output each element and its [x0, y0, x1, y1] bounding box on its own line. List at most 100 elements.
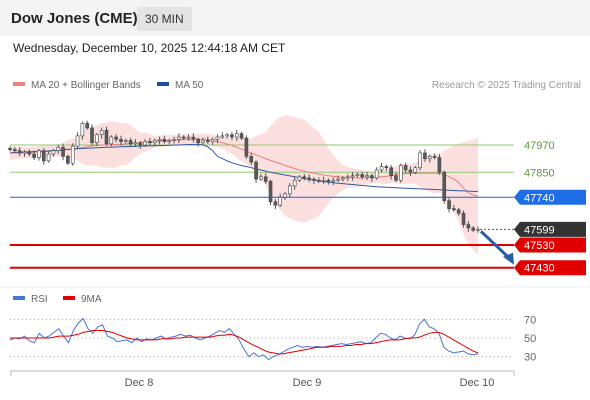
- candle: [452, 205, 456, 212]
- candle-body-down: [447, 200, 451, 209]
- candle: [331, 177, 336, 186]
- candle-body-up: [201, 140, 205, 144]
- candle-body-down: [254, 161, 258, 180]
- candle: [297, 175, 302, 183]
- candle-body-up: [109, 136, 114, 145]
- candle: [384, 164, 389, 171]
- candle: [133, 139, 138, 148]
- candle-body-up: [321, 179, 326, 182]
- candle-body-down: [316, 179, 321, 182]
- candle: [128, 137, 133, 147]
- candle-body-up: [399, 165, 403, 181]
- candle-body-down: [268, 181, 273, 203]
- candle-body-up: [220, 135, 225, 138]
- legend-ma20-label: MA 20 + Bollinger Bands: [31, 80, 141, 91]
- candle: [268, 179, 273, 205]
- candle: [307, 174, 311, 183]
- rsi-swatch: [13, 296, 25, 301]
- candle-body-up: [355, 174, 360, 176]
- candle-body-up: [56, 146, 61, 151]
- candle: [355, 172, 360, 178]
- candle: [181, 135, 186, 140]
- candle-body-down: [41, 150, 46, 162]
- x-axis-label: Dec 10: [460, 377, 495, 389]
- ma20-swatch: [13, 82, 25, 87]
- candle: [119, 135, 123, 146]
- rsi-ma9-line: [10, 330, 479, 355]
- candle-body-down: [442, 171, 447, 201]
- candle-body-up: [46, 153, 51, 162]
- rsi-tick-label: 30: [524, 352, 536, 364]
- candle: [215, 134, 220, 144]
- candle-body-up: [345, 176, 350, 179]
- candle-body-up: [22, 151, 27, 154]
- candle: [13, 146, 17, 154]
- candle: [370, 173, 374, 182]
- candle: [244, 135, 249, 159]
- candle-body-down: [370, 175, 374, 179]
- candle-body-down: [384, 166, 389, 169]
- candle: [423, 149, 427, 162]
- candle: [389, 165, 393, 180]
- candle: [288, 183, 292, 198]
- candle-body-up: [341, 177, 345, 180]
- candle: [263, 173, 268, 184]
- candle: [365, 172, 369, 180]
- candle-body-up: [133, 142, 138, 145]
- legend-rsi: RSI: [13, 294, 48, 305]
- legend-ma50: MA 50: [157, 80, 203, 91]
- candle: [273, 199, 278, 210]
- candle-body-up: [80, 123, 85, 137]
- candle: [312, 177, 316, 185]
- candle-body-down: [307, 177, 311, 180]
- candle-body-down: [85, 123, 89, 129]
- candle-body-down: [239, 133, 244, 139]
- candle: [196, 137, 200, 147]
- candle-body-down: [456, 209, 461, 214]
- level-label-47599: 47599: [524, 224, 555, 236]
- candle-body-down: [128, 140, 133, 145]
- datetime-label: Wednesday, December 10, 2025 12:44:18 AM…: [13, 41, 286, 55]
- candle-body-down: [206, 140, 210, 142]
- candle-body-up: [374, 169, 379, 179]
- legend-ma50-label: MA 50: [175, 80, 204, 91]
- candle-body-up: [283, 193, 287, 198]
- candle: [234, 130, 239, 141]
- candle-body-up: [234, 133, 239, 138]
- bollinger-band: [10, 115, 478, 255]
- candle: [8, 146, 12, 152]
- candle-body-up: [123, 140, 128, 142]
- candle: [162, 135, 167, 144]
- candle: [172, 136, 176, 144]
- candle: [336, 175, 340, 183]
- candle-body-down: [66, 156, 70, 164]
- chart-header: Dow Jones (CME) 30 MIN: [0, 0, 590, 36]
- legend-9ma-label: 9MA: [81, 294, 102, 305]
- timeframe-badge[interactable]: 30 MIN: [137, 7, 192, 31]
- candle: [32, 150, 36, 160]
- candle: [239, 131, 244, 140]
- candle: [283, 192, 287, 200]
- candle: [413, 165, 418, 175]
- candle: [350, 172, 355, 181]
- candle: [210, 137, 215, 145]
- candle-body-down: [263, 176, 268, 182]
- candle: [104, 126, 109, 146]
- candle-body-down: [13, 149, 17, 151]
- candle: [442, 170, 447, 204]
- candle: [292, 176, 297, 190]
- candle-body-up: [157, 139, 162, 141]
- candle-body-down: [408, 169, 413, 173]
- candle: [476, 226, 480, 233]
- candle: [90, 124, 94, 146]
- candle-body-up: [292, 179, 297, 187]
- candle-body-up: [288, 185, 292, 195]
- candle-body-down: [32, 153, 36, 158]
- candle-body-up: [259, 176, 263, 180]
- candle-body-up: [427, 156, 432, 159]
- candle-body-down: [394, 175, 398, 181]
- candle-body-down: [423, 152, 427, 159]
- candle: [437, 153, 442, 175]
- candle: [167, 138, 172, 145]
